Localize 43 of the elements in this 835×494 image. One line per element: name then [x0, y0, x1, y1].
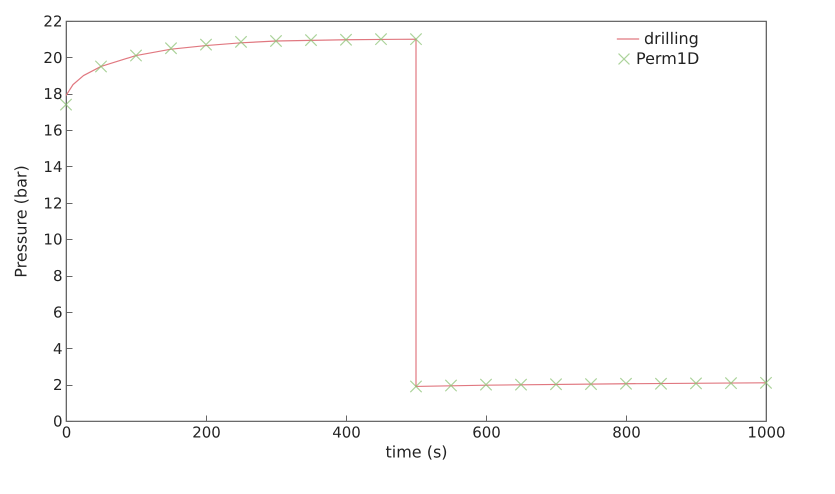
y-tick-label: 10 [43, 230, 62, 249]
point [760, 376, 772, 390]
x-tick-label: 600 [472, 424, 501, 442]
point [164, 42, 178, 55]
y-tick-label: 22 [43, 12, 62, 30]
point [620, 377, 632, 390]
y-tick-label: 0 [52, 412, 62, 430]
point [410, 380, 422, 393]
legend-label: Perm1D [636, 49, 700, 68]
point [690, 377, 702, 390]
y-tick-label: 14 [43, 158, 62, 176]
point [374, 32, 388, 46]
y-tick-label: 18 [43, 85, 62, 104]
point [270, 34, 282, 48]
point [584, 378, 598, 390]
x-tick-label: 400 [332, 424, 361, 442]
point [550, 378, 562, 391]
point [654, 377, 668, 390]
y-tick-label: 8 [52, 267, 62, 286]
y-tick-label: 4 [52, 340, 62, 358]
point [410, 32, 422, 46]
y-tick-label: 20 [43, 48, 62, 67]
point [304, 34, 318, 46]
point [444, 379, 458, 392]
legend-label: drilling [644, 29, 699, 48]
point [514, 378, 528, 391]
point [130, 49, 142, 62]
x-tick-label: 1000 [747, 424, 786, 442]
y-tick-label: 6 [52, 303, 62, 322]
point [340, 33, 352, 46]
point [94, 60, 108, 73]
x-axis-title: time (s) [385, 442, 448, 462]
y-tick-label: 12 [43, 194, 62, 212]
y-tick-label: 2 [52, 376, 62, 394]
point [200, 38, 212, 51]
y-tick-label: 16 [43, 122, 62, 140]
point [480, 378, 492, 391]
x-tick-label: 800 [612, 424, 641, 442]
x-tick-label: 200 [192, 424, 221, 442]
point [234, 36, 248, 48]
point [60, 98, 72, 111]
y-axis-title: Pressure (bar) [11, 165, 30, 278]
point [724, 376, 738, 390]
